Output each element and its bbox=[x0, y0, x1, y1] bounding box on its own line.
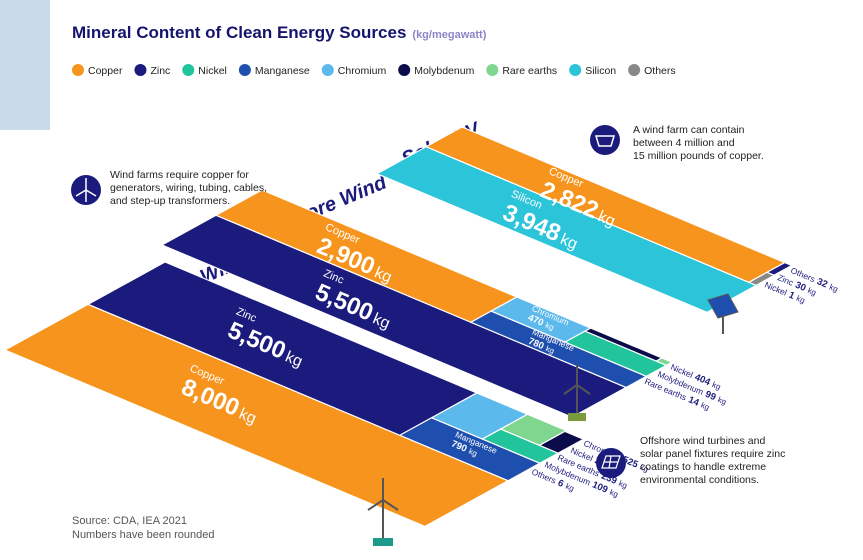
legend-swatch bbox=[182, 64, 195, 76]
mineral-unit: kg bbox=[617, 479, 628, 491]
notes: Wind farms require copper forgenerators,… bbox=[110, 124, 785, 486]
legend-label: Rare earths bbox=[502, 65, 557, 77]
note-line: coatings to handle extreme bbox=[640, 461, 766, 473]
mineral-unit: kg bbox=[595, 208, 617, 230]
icon-glyph bbox=[601, 455, 621, 469]
note-line: Wind farms require copper for bbox=[110, 169, 249, 181]
mineral-unit: kg bbox=[236, 406, 258, 428]
icon-glyph bbox=[594, 135, 616, 147]
turbine-base bbox=[568, 413, 586, 421]
note-line: and step-up transformers. bbox=[110, 195, 230, 207]
mineral-unit: kg bbox=[564, 482, 575, 494]
mineral-value: 1 bbox=[787, 290, 797, 302]
legend-swatch bbox=[238, 64, 251, 76]
legend-label: Silicon bbox=[585, 65, 616, 77]
mineral-value: 6 bbox=[556, 478, 565, 490]
mineral-unit: kg bbox=[558, 231, 580, 253]
legend-swatch bbox=[628, 64, 641, 76]
mineral-unit: kg bbox=[828, 282, 839, 294]
legend: Copper Zinc Nickel Manganese Chromium Molybde… bbox=[72, 64, 676, 77]
mineral-unit: kg bbox=[711, 380, 722, 392]
mineral-unit: kg bbox=[608, 488, 619, 500]
legend-swatch bbox=[569, 64, 582, 76]
legend-label: Copper bbox=[88, 65, 123, 77]
mineral-value: 99 bbox=[703, 389, 717, 403]
legend-label: Chromium bbox=[338, 65, 387, 77]
mineral-value: 30 bbox=[793, 280, 807, 294]
icon-cart bbox=[590, 125, 620, 155]
mineral-value: 14 bbox=[687, 394, 702, 409]
note-line: generators, wiring, tubing, cables, bbox=[110, 182, 267, 194]
legend-swatch bbox=[398, 64, 411, 76]
mineral-unit: kg bbox=[716, 395, 727, 407]
legend-label: Zinc bbox=[150, 65, 170, 77]
mineral-unit: kg bbox=[544, 321, 555, 333]
footnote: Numbers have been rounded bbox=[72, 529, 214, 541]
turbine bbox=[563, 365, 591, 415]
icon-solar bbox=[596, 448, 626, 478]
note-line: 15 million pounds of copper. bbox=[633, 150, 764, 162]
title-text: Mineral Content of Clean Energy Sources bbox=[72, 23, 406, 42]
legend-swatch bbox=[321, 64, 334, 76]
mineral-area bbox=[654, 357, 674, 366]
source: Source: CDA, IEA 2021 bbox=[72, 515, 187, 527]
legend-label: Molybdenum bbox=[414, 65, 474, 77]
note-line: A wind farm can contain bbox=[633, 124, 745, 136]
legend-label: Manganese bbox=[255, 65, 310, 77]
icon-glyph bbox=[75, 178, 97, 202]
mineral-unit: kg bbox=[467, 447, 478, 459]
legend-label: Others bbox=[644, 65, 676, 77]
title: Mineral Content of Clean Energy Sources (… bbox=[72, 23, 487, 42]
note-line: between 4 million and bbox=[633, 137, 735, 149]
mineral-unit: kg bbox=[283, 349, 305, 371]
legend-swatch bbox=[486, 64, 499, 76]
note-line: solar panel fixtures require zinc bbox=[640, 448, 785, 460]
turbine-base bbox=[373, 538, 393, 546]
mineral-unit: kg bbox=[806, 286, 817, 298]
solar-panel bbox=[707, 293, 739, 319]
unit: (kg/megawatt) bbox=[412, 29, 486, 41]
mineral-unit: kg bbox=[544, 344, 555, 356]
legend-swatch bbox=[72, 64, 84, 76]
mineral-unit: kg bbox=[370, 310, 392, 332]
legend-label: Nickel bbox=[198, 65, 227, 77]
turbine bbox=[367, 478, 399, 540]
note-line: environmental conditions. bbox=[640, 474, 759, 486]
mineral-unit: kg bbox=[639, 463, 650, 475]
mineral-unit: kg bbox=[372, 264, 394, 286]
legend-swatch bbox=[134, 64, 147, 76]
mineral-area bbox=[772, 264, 794, 276]
mineral-value: 32 bbox=[815, 276, 829, 290]
note-line: Offshore wind turbines and bbox=[640, 435, 765, 447]
mineral-unit: kg bbox=[699, 401, 710, 413]
mineral-unit: kg bbox=[795, 294, 806, 306]
mineral-area bbox=[563, 429, 587, 440]
